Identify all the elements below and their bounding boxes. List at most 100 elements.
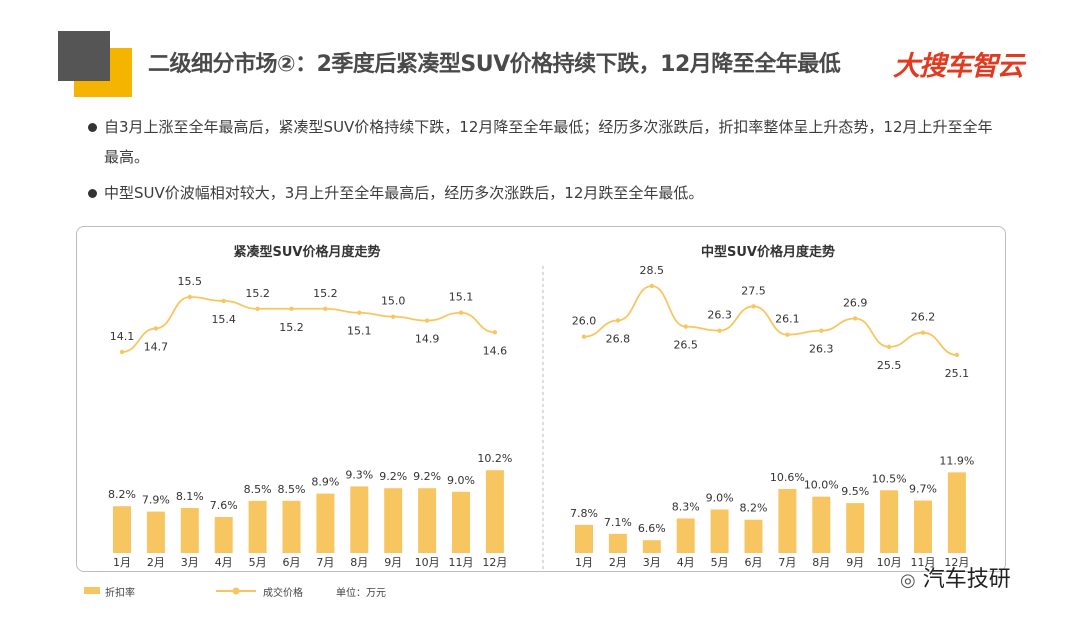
bar-data-label: 9.5% [841, 485, 869, 498]
bar-mark [880, 490, 899, 553]
line-data-label: 26.5 [673, 339, 698, 352]
bar-data-label: 7.6% [210, 499, 238, 512]
line-data-label: 15.2 [313, 287, 338, 300]
x-tick-label: 2月 [609, 556, 627, 569]
bar-mark [608, 533, 627, 553]
bar-data-label: 9.3% [345, 468, 373, 481]
bar-data-label: 6.6% [638, 522, 666, 535]
bar-mark [485, 470, 504, 553]
x-tick-label: 4月 [215, 556, 233, 569]
x-tick-label: 5月 [249, 556, 267, 569]
bar-data-label: 10.5% [872, 472, 907, 485]
x-tick-label: 8月 [812, 556, 830, 569]
bar-mark [846, 503, 865, 553]
chart-title: 紧凑型SUV价格月度走势 [234, 244, 381, 260]
wechat-icon: ◎ [900, 570, 916, 591]
x-tick-label: 12月 [482, 556, 507, 569]
line-data-label: 26.3 [809, 343, 834, 356]
bar-mark [180, 508, 199, 553]
line-data-label: 14.1 [110, 330, 135, 343]
price-point [920, 330, 926, 335]
line-data-label: 26.0 [572, 315, 597, 328]
bar-data-label: 9.7% [909, 483, 937, 496]
x-tick-label: 7月 [316, 556, 334, 569]
x-tick-label: 7月 [778, 556, 796, 569]
price-point [289, 306, 294, 311]
line-data-label: 15.2 [279, 321, 304, 334]
line-data-label: 15.4 [211, 313, 236, 326]
x-tick-label: 11月 [449, 556, 474, 569]
x-tick-label: 9月 [384, 556, 402, 569]
bar-mark [214, 517, 233, 553]
price-point [853, 316, 858, 321]
price-point [886, 344, 892, 350]
x-tick-label: 5月 [711, 556, 729, 569]
price-point [785, 332, 790, 337]
x-tick-label: 10月 [415, 556, 440, 569]
bar-mark [282, 500, 301, 553]
bar-data-label: 7.9% [142, 494, 170, 507]
brand-logo: 大搜车智云 [893, 51, 1024, 82]
price-point [255, 306, 260, 311]
bar-data-label: 7.1% [604, 516, 632, 529]
bar-mark [642, 540, 661, 553]
x-tick-label: 2月 [147, 556, 165, 569]
watermark-text: 汽车技研 [922, 567, 1011, 592]
logo-squares [58, 31, 132, 97]
line-data-label: 28.5 [640, 264, 665, 277]
legend-line-swatch [216, 587, 256, 595]
line-data-label: 15.5 [178, 275, 203, 288]
price-point [424, 318, 430, 323]
bar-data-label: 9.2% [379, 470, 407, 483]
line-data-label: 15.0 [381, 295, 406, 308]
line-data-label: 27.5 [741, 284, 766, 297]
bar-data-label: 10.0% [804, 479, 839, 492]
x-tick-label: 10月 [877, 556, 902, 569]
bullet-text: 中型SUV价波幅相对较大，3月上升至全年最高后，经历多次涨跌后，12月跌至全年最… [104, 184, 704, 202]
line-data-label: 26.8 [606, 333, 631, 346]
bar-data-label: 8.5% [244, 483, 272, 496]
bar-mark [452, 491, 470, 553]
bar-mark [575, 524, 593, 553]
bar-mark [778, 489, 797, 553]
line-data-label: 14.7 [144, 340, 169, 353]
price-point [492, 330, 498, 335]
price-point [717, 328, 722, 333]
line-data-label: 15.1 [347, 325, 372, 338]
bullet-item: 中型SUV价波幅相对较大，3月上升至全年最高后，经历多次涨跌后，12月跌至全年最… [86, 178, 1006, 208]
x-tick-label: 6月 [283, 556, 301, 569]
bar-mark [384, 488, 403, 553]
price-point [954, 352, 960, 358]
price-line [583, 285, 958, 356]
bullet-dot-icon [88, 189, 97, 198]
line-data-label: 14.9 [415, 333, 440, 346]
page-title: 二级细分市场②：2季度后紧凑型SUV价格持续下跌，12月降至全年最低 [148, 52, 841, 77]
line-data-label: 26.2 [911, 311, 936, 324]
x-tick-label: 1月 [113, 556, 131, 569]
price-point [323, 306, 328, 311]
price-point [187, 294, 192, 300]
price-point [357, 310, 362, 315]
bar-data-label: 8.2% [108, 488, 136, 501]
x-tick-label: 12月 [944, 556, 969, 569]
bar-mark [914, 500, 932, 553]
line-data-label: 15.1 [449, 291, 474, 304]
line-data-label: 26.1 [775, 313, 800, 326]
line-data-label: 15.2 [245, 287, 270, 300]
line-data-label: 14.6 [483, 344, 508, 357]
x-tick-label: 8月 [350, 556, 368, 569]
x-tick-label: 4月 [677, 556, 695, 569]
price-point [391, 314, 396, 319]
line-data-label: 26.3 [707, 309, 732, 322]
bar-mark [248, 500, 267, 553]
bar-mark [350, 486, 369, 553]
bar-data-label: 9.0% [447, 474, 475, 487]
x-tick-label: 1月 [575, 556, 593, 569]
legend-line-label: 成交价格 [263, 588, 303, 599]
watermark: ◎ 汽车技研 [900, 561, 1011, 593]
price-point [615, 318, 621, 323]
bar-mark [710, 509, 729, 553]
price-point [119, 349, 125, 355]
x-tick-label: 6月 [745, 556, 763, 569]
